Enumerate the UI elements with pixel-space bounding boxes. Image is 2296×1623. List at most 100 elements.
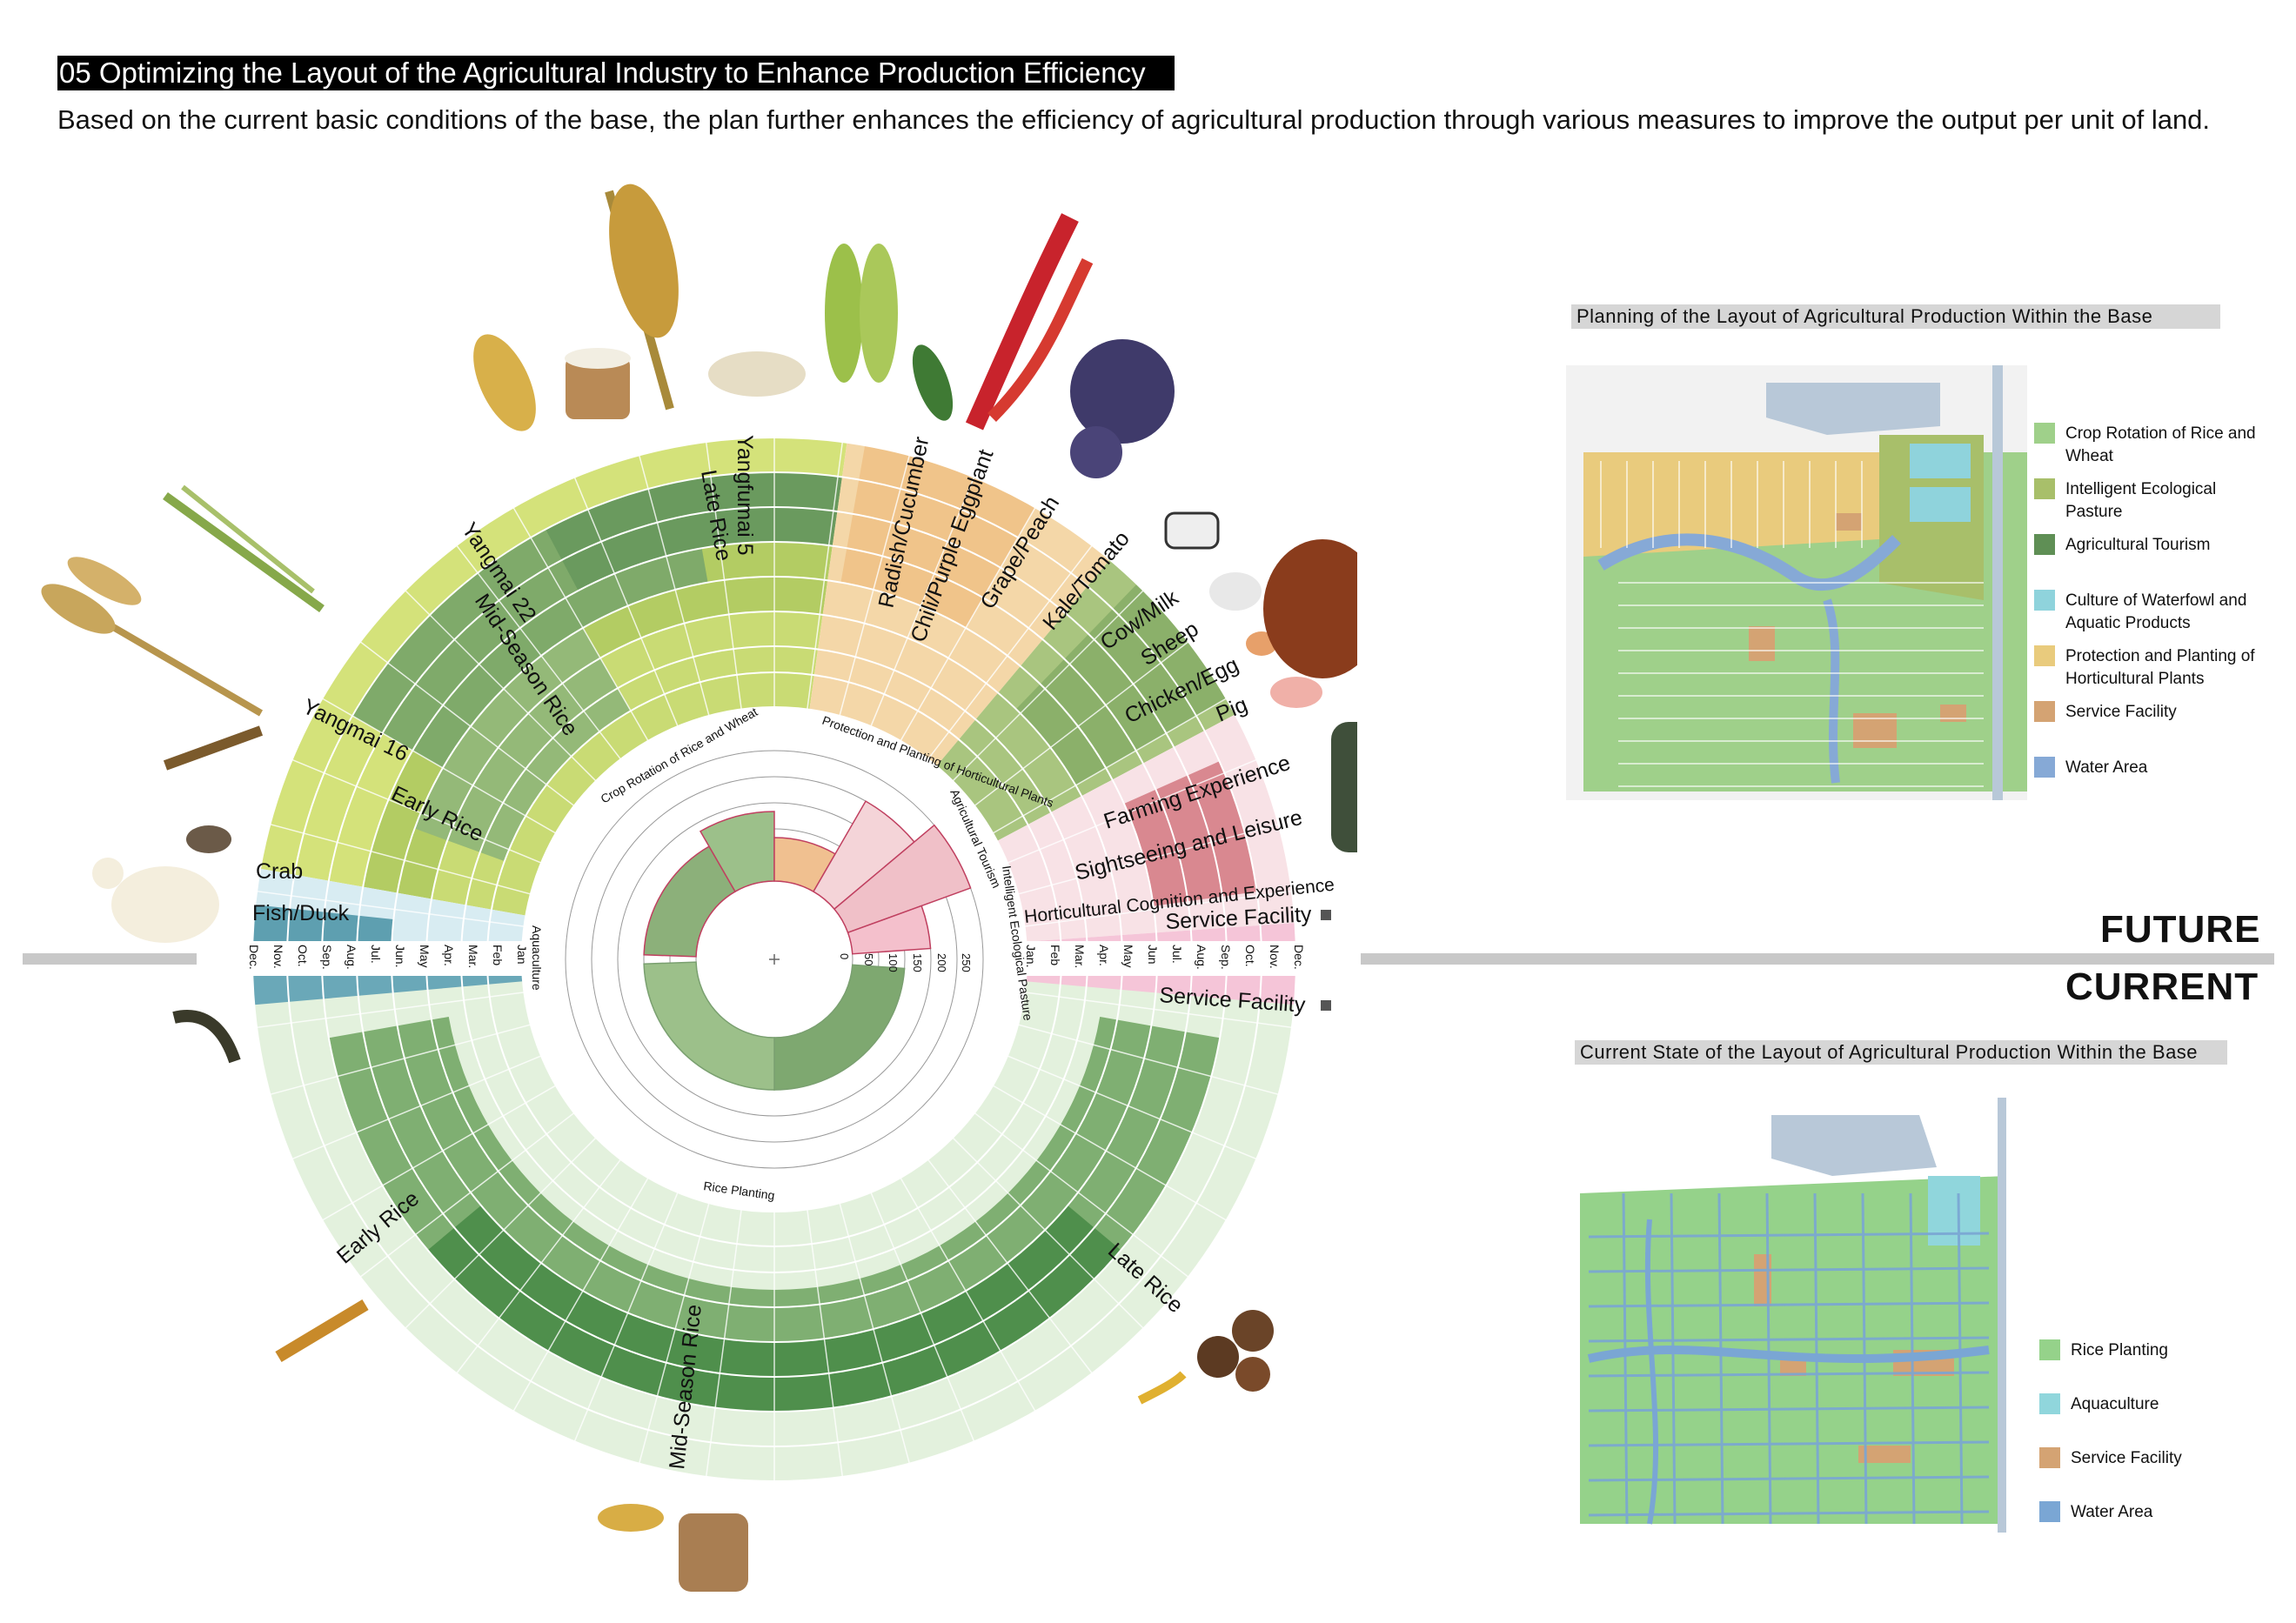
service-facility-icon <box>1321 910 1331 920</box>
agricultural-calendar-wheel: Dec. Nov. Oct. Sep. Aug. Jul. Jun. May A… <box>41 184 1357 1592</box>
wheel-grid <box>235 437 1314 1482</box>
month-may-left: May <box>418 945 432 967</box>
future-map <box>1566 365 2027 800</box>
chili-icon <box>965 213 1094 431</box>
wheat-sheaf-icon <box>41 557 264 717</box>
inner-chart-wedge <box>773 964 906 1091</box>
future-legend-swatch <box>2034 423 2055 444</box>
month-apr-left: Apr. <box>442 945 456 966</box>
sheep-icon <box>1209 572 1262 611</box>
future-legend-item: Service Facility <box>2034 701 2269 724</box>
label-fish: Fish/Duck <box>252 901 350 925</box>
sector-horticulture-dark <box>840 445 1035 628</box>
scale-tick-50: 50 <box>862 953 875 965</box>
month-dec-right: Dec. <box>1292 945 1306 970</box>
future-panel-title: Planning of the Layout of Agricultural P… <box>1571 304 2220 329</box>
current-map <box>1571 1098 2010 1533</box>
divider-right <box>1361 953 2274 965</box>
month-labels-right: Jan. Feb Mar. Apr. May Jun Jul. Aug. Sep… <box>1024 945 1306 970</box>
month-dec-left: Dec. <box>247 945 261 970</box>
future-legend-swatch <box>2034 478 2055 499</box>
plough-icon <box>163 725 264 771</box>
future-legend-swatch <box>2034 757 2055 778</box>
future-label: FUTURE <box>2100 908 2261 951</box>
current-legend-item: Water Area <box>2039 1501 2274 1524</box>
harvest-tool-icon <box>275 1299 369 1363</box>
divider-left <box>23 953 197 965</box>
current-legend-swatch <box>2039 1447 2060 1468</box>
service-facility-icon <box>1321 1000 1331 1011</box>
future-legend-item: Culture of Waterfowl and Aquatic Product… <box>2034 590 2269 635</box>
label-crab: Crab <box>256 859 303 884</box>
month-aug-right: Aug. <box>1195 945 1208 970</box>
month-oct-left: Oct. <box>296 945 310 967</box>
inner-radial-chart <box>524 709 1025 1210</box>
sector-wheat-inner <box>432 611 823 916</box>
scale-tick-150: 150 <box>911 953 924 972</box>
future-legend-item: Agricultural Tourism <box>2034 534 2269 557</box>
eel-icon <box>172 1010 241 1064</box>
month-jun-right: Jun <box>1146 945 1160 965</box>
scale-tick-100: 100 <box>887 953 900 972</box>
inner-chart-wedge <box>643 961 775 1091</box>
inner-label-aquaculture: Aquaculture <box>530 925 544 991</box>
inner-chart-wedge <box>699 811 775 893</box>
month-aug-left: Aug. <box>345 945 358 970</box>
future-legend-item: Intelligent Ecological Pasture <box>2034 478 2269 524</box>
month-jul-left: Jul. <box>369 945 383 964</box>
scale-tick-0: 0 <box>838 953 851 959</box>
current-legend-item: Service Facility <box>2039 1447 2274 1470</box>
label-yangfumai: Yangfumai 5 <box>733 435 757 556</box>
current-panel-title: Current State of the Layout of Agricultu… <box>1575 1040 2227 1065</box>
month-feb-right: Feb <box>1048 945 1062 965</box>
future-legend-label: Water Area <box>2065 758 2148 777</box>
wheat-ears-icon <box>825 244 898 383</box>
illustrations <box>41 184 1357 1592</box>
current-legend-swatch <box>2039 1501 2060 1522</box>
month-apr-right: Apr. <box>1097 945 1111 966</box>
people-icon <box>1331 722 1357 852</box>
month-oct-right: Oct. <box>1243 945 1257 967</box>
month-mar-right: Mar. <box>1073 945 1087 968</box>
sector-late-rice <box>546 472 842 591</box>
month-sep-right: Sep. <box>1219 945 1233 970</box>
month-jun-left: Jun. <box>393 945 407 967</box>
duck-icon <box>92 858 219 943</box>
current-legend-label: Rice Planting <box>2071 1341 2168 1359</box>
month-nov-right: Nov. <box>1268 945 1282 969</box>
current-legend-label: Water Area <box>2071 1503 2153 1521</box>
cucumber-icon <box>912 344 954 421</box>
month-feb-left: Feb <box>491 945 505 965</box>
month-may-right: May <box>1121 945 1135 967</box>
future-legend-label: Agricultural Tourism <box>2065 536 2211 554</box>
current-legend-swatch <box>2039 1393 2060 1414</box>
sector-current-rice-dark <box>427 1205 1121 1412</box>
rice-bowl-icon <box>565 348 631 419</box>
pig-icon <box>1270 677 1322 708</box>
future-legend-label: Crop Rotation of Rice and Wheat <box>2065 424 2256 465</box>
month-mar-left: Mar. <box>466 945 480 968</box>
rice-sack-icon <box>679 1513 748 1592</box>
future-legend-label: Culture of Waterfowl and Aquatic Product… <box>2065 591 2247 632</box>
page-title: 05 Optimizing the Layout of the Agricult… <box>57 56 1175 90</box>
current-legend-label: Service Facility <box>2071 1449 2182 1467</box>
rooster-icon <box>1263 539 1357 678</box>
page-subtitle: Based on the current basic conditions of… <box>57 104 2211 135</box>
rice-stalk-icon <box>605 184 679 411</box>
inner-chart-wedge <box>847 905 932 955</box>
future-legend-swatch <box>2034 645 2055 666</box>
cow-icon <box>1164 511 1220 550</box>
month-jul-right: Jul. <box>1170 945 1184 964</box>
current-legend-item: Rice Planting <box>2039 1339 2274 1362</box>
month-labels-left: Dec. Nov. Oct. Sep. Aug. Jul. Jun. May A… <box>247 945 529 970</box>
rice-grain-icon <box>473 334 536 431</box>
current-label: CURRENT <box>2065 965 2259 1008</box>
current-legend-label: Aquaculture <box>2071 1395 2159 1413</box>
wheat-bundle-icon <box>598 1504 664 1532</box>
grape-icon <box>1070 339 1175 478</box>
banana-icon <box>1137 1371 1187 1405</box>
current-legend-item: Aquaculture <box>2039 1393 2274 1416</box>
sector-pasture-dark <box>1015 584 1227 785</box>
inner-chart-wedge <box>833 824 972 934</box>
rice-plant-icon <box>163 484 325 613</box>
